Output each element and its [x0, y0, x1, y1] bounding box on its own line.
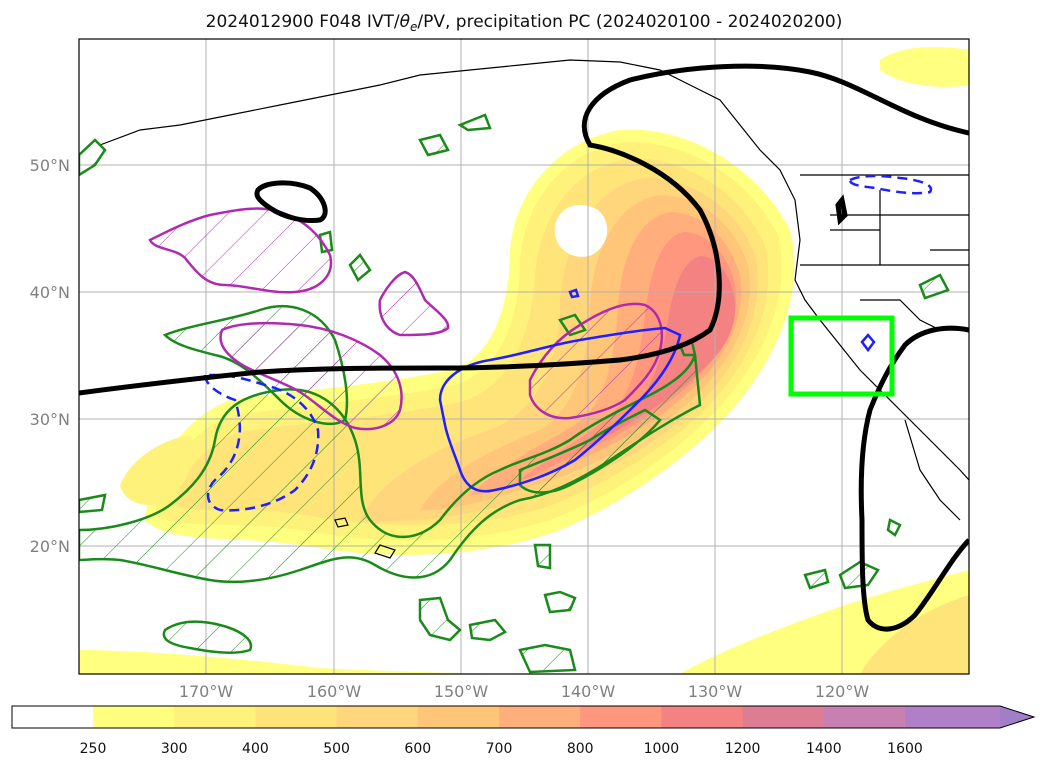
lon-tick-label: 120°W: [815, 682, 870, 701]
colorbar-tick-label: 400: [242, 741, 269, 757]
colorbar-tick-label: 1600: [887, 741, 923, 757]
lon-tick-label: 140°W: [561, 682, 616, 701]
colorbar-tick-label: 1200: [725, 741, 761, 757]
colorbar-tick-label: 700: [486, 741, 513, 757]
lon-tick-label: 150°W: [434, 682, 489, 701]
colorbar-segment: [417, 706, 500, 728]
colorbar-segment: [580, 706, 662, 728]
colorbar-outline: [11, 705, 1036, 729]
map-panel: [79, 39, 969, 674]
colorbar-segment: [12, 706, 93, 728]
colorbar-tick-label: 250: [80, 741, 107, 757]
colorbar-tick-label: 300: [161, 741, 188, 757]
colorbar-segment: [823, 706, 906, 728]
lon-tick-label: 170°W: [179, 682, 234, 701]
colorbar-segment: [174, 706, 256, 728]
colorbar-segment: [499, 706, 581, 728]
colorbar-segment: [661, 706, 744, 728]
map-title: 2024012900 F048 IVT/θe/PV, precipitation…: [206, 12, 843, 34]
blue-solid-contours: [438, 288, 876, 493]
colorbar-segment: [93, 706, 175, 728]
lat-tick-label: 50°N: [30, 156, 70, 175]
colorbar-extend-arrow: [1000, 706, 1034, 728]
target-region-box: [788, 315, 895, 397]
lat-tick-label: 30°N: [30, 410, 70, 429]
colorbar-tick-label: 1400: [806, 741, 842, 757]
lat-tick-label: 20°N: [30, 537, 70, 556]
latitude-labels: 50°N 40°N 30°N 20°N: [30, 156, 70, 556]
colorbar-segment: [742, 706, 825, 728]
black-bold-contour: [79, 63, 969, 632]
colorbar-tick-label: 800: [567, 741, 594, 757]
colorbar-tick-label: 600: [404, 741, 431, 757]
map-border: [78, 38, 970, 675]
colorbar-segment: [336, 706, 419, 728]
colorbar-segment: [905, 706, 1000, 728]
lon-tick-label: 130°W: [688, 682, 743, 701]
colorbar: 250 300 400 500 600 700 800 1000 1200 1400 1600: [11, 705, 1036, 757]
lat-tick-label: 40°N: [30, 283, 70, 302]
colorbar-tick-label: 1000: [644, 741, 680, 757]
colorbar-segment: [255, 706, 338, 728]
longitude-labels: 170°W 160°W 150°W 140°W 130°W 120°W: [179, 682, 870, 701]
lon-tick-label: 160°W: [307, 682, 362, 701]
blue-dashed-contours: [203, 174, 933, 512]
colorbar-tick-label: 500: [323, 741, 350, 757]
